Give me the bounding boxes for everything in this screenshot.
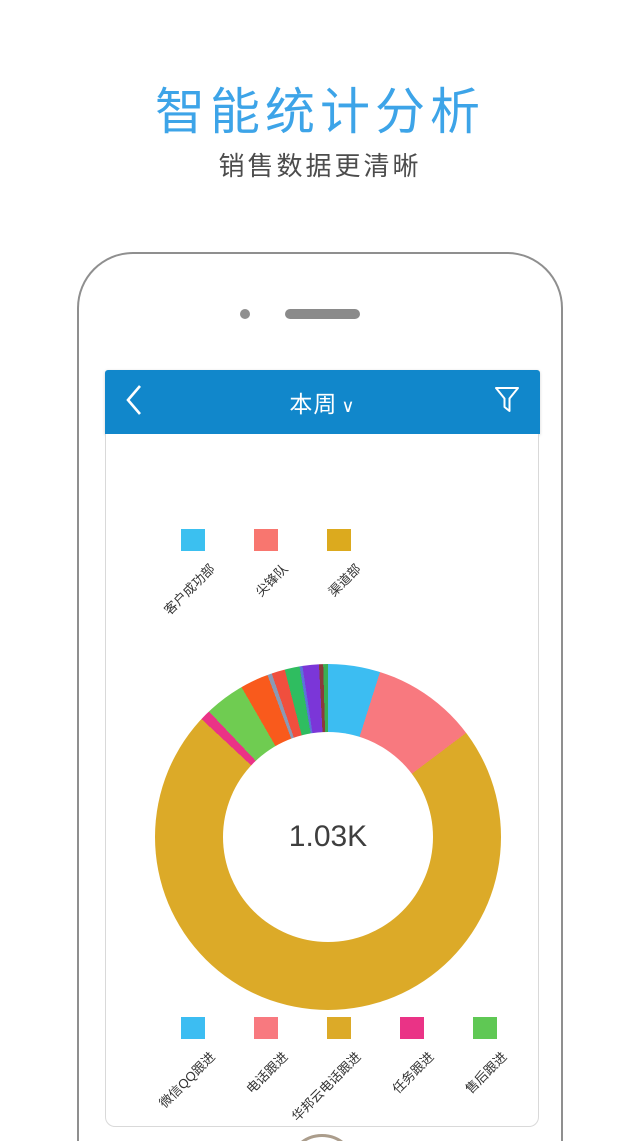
- back-button[interactable]: [125, 370, 143, 434]
- department-legend: 客户成功部 尖锋队 渠道部: [156, 526, 436, 618]
- legend-item[interactable]: 尖锋队: [229, 526, 302, 614]
- period-selector[interactable]: 本周 ∨: [105, 385, 540, 419]
- legend-item[interactable]: 华邦云电话跟进: [289, 1014, 375, 1126]
- legend-swatch[interactable]: [253, 1017, 278, 1039]
- department-donut-chart[interactable]: [106, 434, 538, 527]
- page-subtitle: 销售数据更清晰: [218, 151, 422, 181]
- filter-button[interactable]: [494, 370, 520, 434]
- legend-item[interactable]: 微信QQ跟进: [156, 1014, 229, 1126]
- legend-swatch[interactable]: [472, 1017, 497, 1039]
- legend-swatch[interactable]: [253, 529, 278, 551]
- legend-item[interactable]: 客户成功部: [156, 526, 229, 618]
- legend-item[interactable]: 渠道部: [302, 526, 375, 614]
- page-title: 智能统计分析: [155, 84, 485, 140]
- chevron-left-icon: [125, 383, 143, 422]
- legend-swatch[interactable]: [326, 529, 351, 551]
- camera-dot: [240, 309, 250, 319]
- legend-label: 电话跟进: [243, 1049, 292, 1097]
- legend-label: 任务跟进: [389, 1049, 438, 1097]
- legend-swatch[interactable]: [326, 1017, 351, 1039]
- funnel-icon: [494, 386, 520, 419]
- chevron-down-icon: ∨: [341, 396, 356, 416]
- legend-label: 渠道部: [326, 561, 365, 600]
- legend-swatch[interactable]: [180, 1017, 205, 1039]
- period-selector-label: 本周: [289, 391, 338, 417]
- donut-center: 1.03K: [223, 732, 433, 942]
- legend-item[interactable]: 售后跟进: [448, 1014, 521, 1126]
- legend-item[interactable]: 电话跟进: [229, 1014, 302, 1126]
- legend-item-partial[interactable]: 实: [521, 1014, 538, 1126]
- legend-swatch[interactable]: [180, 529, 205, 551]
- speaker-grille: [285, 309, 360, 319]
- followup-donut-chart[interactable]: 1.03K: [155, 664, 501, 1010]
- legend-label: 尖锋队: [253, 561, 292, 600]
- legend-swatch[interactable]: [399, 1017, 424, 1039]
- legend-label: 微信QQ跟进: [156, 1049, 219, 1111]
- followup-legend: 微信QQ跟进 电话跟进 华邦云电话跟进 任务跟进 售后跟进 实: [156, 1014, 538, 1126]
- home-button[interactable]: [287, 1134, 357, 1141]
- chart-card: 客户成功部 尖锋队 渠道部 1.03K 微信QQ跟进 电话跟进: [105, 434, 539, 1127]
- legend-label: 售后跟进: [462, 1049, 511, 1097]
- donut-total-label: 1.03K: [288, 820, 368, 853]
- legend-item[interactable]: 任务跟进: [375, 1014, 448, 1126]
- legend-label: 客户成功部: [161, 561, 219, 618]
- phone-mockup: 本周 ∨ 客户成功部 尖锋队: [77, 252, 563, 1141]
- app-header: 本周 ∨: [105, 370, 540, 434]
